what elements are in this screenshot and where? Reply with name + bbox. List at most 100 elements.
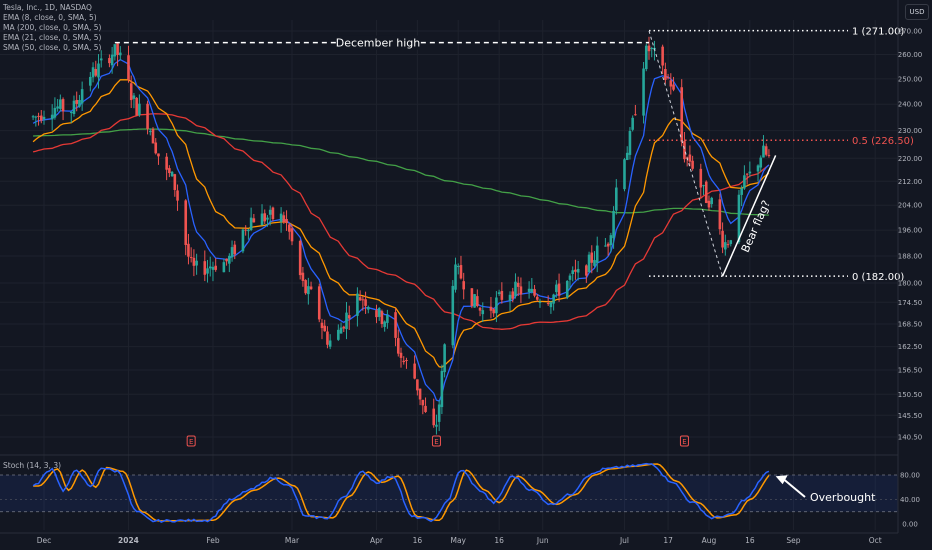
candle-body — [571, 270, 575, 275]
candle-body — [416, 379, 419, 391]
y-tick-label: 270.00 — [898, 28, 923, 36]
candle-body — [500, 290, 504, 300]
candle-body — [688, 154, 692, 162]
candle-body — [555, 284, 558, 293]
candle-body — [759, 157, 763, 168]
x-tick-label: Apr — [370, 536, 384, 545]
candle-body — [756, 165, 760, 172]
fib-05-label: 0.5 (226.50) — [852, 136, 914, 147]
candle-body — [187, 243, 190, 257]
candle-body — [230, 247, 234, 258]
candle-body — [399, 352, 403, 358]
candle-body — [345, 312, 348, 330]
candle-body — [574, 269, 577, 272]
candle-body — [634, 114, 637, 116]
december-high-label: December high — [336, 37, 421, 50]
candle-body — [110, 54, 114, 66]
stoch-tick-label: 80.00 — [900, 472, 920, 480]
candle-body — [476, 296, 479, 307]
candle-body — [37, 115, 40, 117]
candle-body — [396, 338, 400, 354]
candle-body — [94, 69, 98, 76]
candle-body — [208, 266, 212, 269]
fib-diagonal — [648, 30, 724, 277]
stoch-legend[interactable]: Stoch (14, 3, 3) — [3, 461, 62, 470]
candle-body — [135, 97, 138, 116]
candle-body — [535, 296, 539, 300]
candle-body — [347, 315, 351, 319]
candle-body — [625, 152, 629, 161]
candle-body — [726, 244, 730, 246]
x-tick-label: 17 — [663, 536, 673, 545]
legend-ema21[interactable]: EMA (21, close, 0, SMA, 5) — [3, 33, 102, 42]
y-tick-label: 156.50 — [898, 366, 923, 374]
candle-body — [437, 404, 441, 422]
candle-body — [225, 258, 228, 262]
candle-body — [113, 44, 117, 57]
candle-body — [127, 55, 130, 80]
earnings-marker-label: E — [434, 438, 438, 446]
fib-1-label: 1 (271.00) — [852, 27, 904, 38]
legend-ema8[interactable]: EMA (8, close, 0, SMA, 5) — [3, 13, 97, 22]
candle-body — [386, 314, 389, 323]
candle-body — [116, 43, 119, 55]
candle-body — [287, 224, 291, 232]
candle-body — [762, 145, 765, 158]
candle-body — [516, 282, 520, 287]
y-tick-label: 250.00 — [898, 75, 923, 83]
candle-body — [702, 185, 705, 187]
candle-body — [203, 261, 207, 275]
candle-body — [413, 363, 416, 379]
candle-body — [282, 215, 286, 223]
stoch-band — [0, 475, 898, 512]
x-tick-label: Oct — [869, 536, 882, 545]
candle-body — [568, 275, 572, 280]
candle-body — [631, 117, 634, 130]
fib-0-label: 0 (182.00) — [852, 272, 904, 283]
y-tick-label: 180.00 — [898, 280, 923, 288]
candle-body — [473, 294, 476, 308]
legend-sma50[interactable]: SMA (50, close, 0, SMA, 5) — [3, 43, 102, 52]
candle-body — [138, 103, 141, 116]
candle-body — [740, 188, 743, 195]
candle-body — [440, 370, 444, 408]
candle-body — [317, 286, 321, 320]
candle-body — [748, 171, 752, 174]
y-tick-label: 168.50 — [898, 321, 923, 329]
candle-body — [549, 302, 553, 308]
candle-body — [228, 255, 231, 264]
earnings-marker — [186, 435, 196, 447]
currency-badge[interactable]: USD — [905, 4, 929, 20]
y-tick-label: 150.50 — [898, 391, 923, 399]
candle-body — [767, 154, 771, 156]
candle-body — [176, 190, 179, 201]
candle-body — [511, 291, 515, 299]
x-tick-label: Jun — [536, 536, 549, 545]
x-tick-label: Mar — [285, 536, 300, 545]
candle-body — [91, 67, 95, 78]
candle-body — [394, 312, 397, 338]
overbought-label: Overbought — [810, 491, 876, 504]
candle-body — [72, 100, 76, 114]
y-tick-label: 145.50 — [898, 412, 923, 420]
candle-body — [285, 218, 288, 223]
candle-body — [514, 281, 517, 297]
candle-body — [699, 168, 703, 188]
stoch-k-line — [32, 462, 770, 523]
x-tick-label: Dec — [37, 536, 52, 545]
candle-body — [492, 309, 495, 314]
y-tick-label: 220.00 — [898, 155, 923, 163]
candle-body — [129, 83, 133, 101]
legend-ma200[interactable]: MA (200, close, 0, SMA, 5) — [3, 23, 102, 32]
candle-body — [263, 213, 267, 222]
candle-body — [593, 260, 596, 266]
candle-body — [298, 240, 302, 276]
grid-lines — [0, 20, 898, 530]
candle-body — [495, 297, 498, 314]
candle-body — [508, 294, 512, 301]
candle-body — [108, 58, 111, 64]
candle-body — [271, 207, 275, 220]
sma50-line — [32, 113, 770, 330]
candle-body — [527, 288, 531, 292]
candle-body — [247, 229, 250, 232]
